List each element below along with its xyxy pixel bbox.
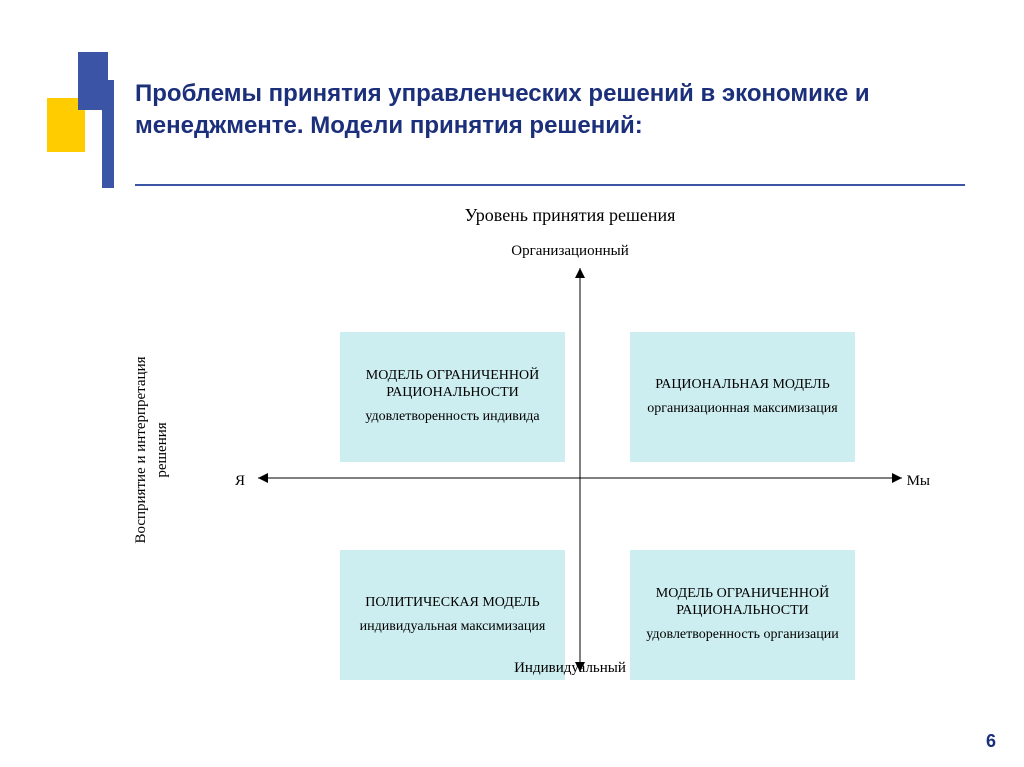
- q-bl-title: ПОЛИТИЧЕСКАЯ МОДЕЛЬ: [365, 595, 539, 612]
- q-tl-title: МОДЕЛЬ ОГРАНИЧЕННОЙ РАЦИОНАЛЬНОСТИ: [348, 368, 557, 402]
- q-br-sub: удовлетворенность организации: [646, 626, 838, 644]
- quadrant-bottom-right: МОДЕЛЬ ОГРАНИЧЕННОЙ РАЦИОНАЛЬНОСТИ удовл…: [630, 550, 855, 680]
- vertical-axis-label: Восприятие и интерпретация решения: [131, 356, 173, 543]
- slide-title: Проблемы принятия управленческих решений…: [135, 78, 895, 143]
- diagram-heading: Уровень принятия решения: [465, 205, 676, 226]
- q-tl-sub: удовлетворенность индивида: [365, 408, 539, 426]
- q-tr-title: РАЦИОНАЛЬНАЯ МОДЕЛЬ: [655, 377, 830, 394]
- title-underline: [135, 184, 965, 186]
- axis-label-top: Организационный: [511, 243, 629, 260]
- page-number: 6: [986, 731, 996, 752]
- vlabel-line1: Восприятие и интерпретация: [133, 356, 149, 543]
- vlabel-line2: решения: [154, 422, 170, 477]
- quadrant-top-right: РАЦИОНАЛЬНАЯ МОДЕЛЬ организационная макс…: [630, 332, 855, 462]
- deco-blue-2: [102, 80, 114, 188]
- q-tr-sub: организационная максимизация: [647, 400, 837, 418]
- quadrant-diagram: Уровень принятия решения Организационный…: [220, 205, 920, 695]
- q-bl-sub: индивидуальная максимизация: [360, 618, 546, 636]
- q-br-title: МОДЕЛЬ ОГРАНИЧЕННОЙ РАЦИОНАЛЬНОСТИ: [638, 586, 847, 620]
- axes-container: МОДЕЛЬ ОГРАНИЧЕННОЙ РАЦИОНАЛЬНОСТИ удовл…: [250, 260, 910, 680]
- axis-label-bottom: Индивидуальный: [514, 660, 626, 677]
- axis-label-left: Я: [235, 473, 245, 490]
- quadrant-top-left: МОДЕЛЬ ОГРАНИЧЕННОЙ РАЦИОНАЛЬНОСТИ удовл…: [340, 332, 565, 462]
- axis-label-right: Мы: [907, 473, 930, 490]
